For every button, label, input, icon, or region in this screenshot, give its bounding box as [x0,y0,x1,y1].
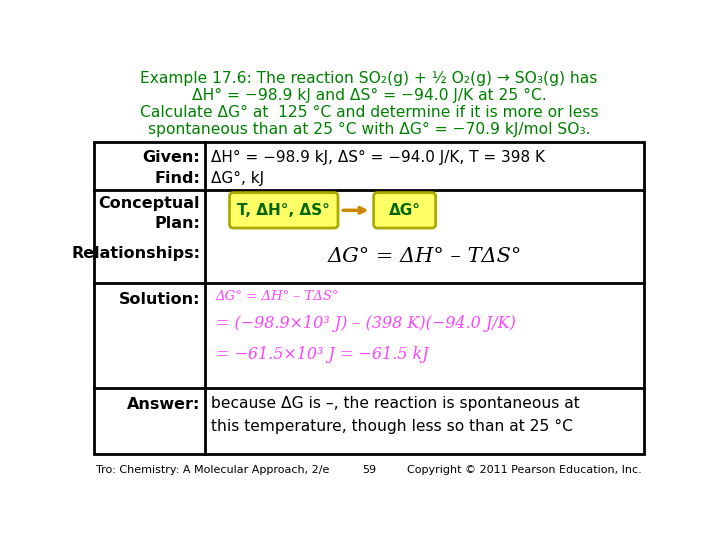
Text: ΔH° = −98.9 kJ and ΔS° = −94.0 J/K at 25 °C.: ΔH° = −98.9 kJ and ΔS° = −94.0 J/K at 25… [192,88,546,103]
Text: Conceptual
Plan:: Conceptual Plan: [99,197,200,231]
Text: Tro: Chemistry: A Molecular Approach, 2/e: Tro: Chemistry: A Molecular Approach, 2/… [96,465,330,475]
Text: Example 17.6: The reaction SO₂(g) + ½ O₂(g) → SO₃(g) has: Example 17.6: The reaction SO₂(g) + ½ O₂… [140,71,598,86]
Text: 59: 59 [362,465,376,475]
Text: Calculate ΔG° at  125 °C and determine if it is more or less: Calculate ΔG° at 125 °C and determine if… [140,105,598,120]
Text: ΔH° = −98.9 kJ, ΔS° = −94.0 J/K, T = 398 K: ΔH° = −98.9 kJ, ΔS° = −94.0 J/K, T = 398… [211,150,545,165]
Text: ΔG°, kJ: ΔG°, kJ [211,171,264,186]
Text: T, ΔH°, ΔS°: T, ΔH°, ΔS° [238,203,330,218]
Text: spontaneous than at 25 °C with ΔG° = −70.9 kJ/mol SO₃.: spontaneous than at 25 °C with ΔG° = −70… [148,122,590,137]
Text: Given:: Given: [143,150,200,165]
Text: ΔG° = ΔH° – TΔS°: ΔG° = ΔH° – TΔS° [215,291,339,303]
Text: ΔG° = ΔH° – TΔS°: ΔG° = ΔH° – TΔS° [327,247,521,266]
Text: Solution:: Solution: [119,292,200,307]
Text: = −61.5×10³ J = −61.5 kJ: = −61.5×10³ J = −61.5 kJ [215,346,428,363]
Text: Copyright © 2011 Pearson Education, Inc.: Copyright © 2011 Pearson Education, Inc. [407,465,642,475]
Text: Find:: Find: [154,171,200,186]
Text: because ΔG is –, the reaction is spontaneous at
this temperature, though less so: because ΔG is –, the reaction is spontan… [211,396,580,434]
FancyBboxPatch shape [374,193,436,228]
Text: ΔG°: ΔG° [389,203,420,218]
Text: Relationships:: Relationships: [71,246,200,261]
Text: Answer:: Answer: [127,397,200,413]
Text: = (−98.9×10³ J) – (398 K)(−94.0 J/K): = (−98.9×10³ J) – (398 K)(−94.0 J/K) [215,315,516,332]
FancyBboxPatch shape [230,193,338,228]
Bar [94,142,644,454]
